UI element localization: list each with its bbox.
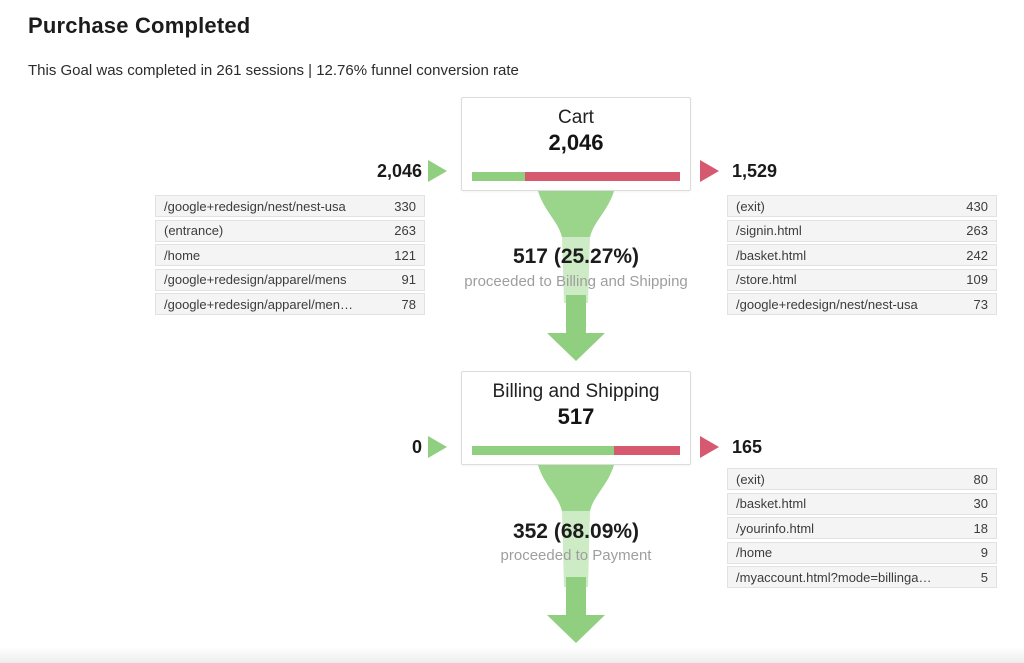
session-count: 242 bbox=[966, 247, 988, 263]
table-row: /myaccount.html?mode=billinga… 5 bbox=[727, 566, 997, 588]
exit-total: 165 bbox=[732, 437, 763, 457]
exit-destinations-table: (exit) 80/basket.html 30/yourinfo.html 18/h… bbox=[727, 468, 997, 591]
entrance-sources-table: /google+redesign/nest/nest-usa 330 (entran… bbox=[155, 195, 425, 318]
page-path: /google+redesign/apparel/men… bbox=[164, 296, 353, 312]
bar-continued-segment bbox=[472, 172, 525, 181]
session-count: 263 bbox=[394, 223, 416, 238]
inflow-total: 2,046 bbox=[376, 161, 422, 181]
bar-dropoff-segment bbox=[613, 446, 680, 455]
proceeded-caption: proceeded to Payment bbox=[500, 547, 652, 564]
session-count: 78 bbox=[401, 296, 416, 312]
session-count: 30 bbox=[973, 496, 988, 511]
exit-total: 1,529 bbox=[732, 161, 778, 181]
inflow-arrow-icon bbox=[428, 436, 447, 458]
proceeded-count: 352 (68.09%) bbox=[512, 520, 640, 543]
table-row: /google+redesign/nest/nest-usa 330 bbox=[155, 195, 425, 217]
step-name: Cart bbox=[558, 107, 594, 128]
bar-continued-segment bbox=[472, 446, 614, 455]
page-path: /myaccount.html?mode=billinga… bbox=[736, 569, 932, 585]
goal-summary: This Goal was completed in 261 sessions … bbox=[28, 62, 519, 79]
exit-destinations-table: (exit) 430/signin.html 263/basket.html 242/… bbox=[727, 195, 997, 318]
down-arrow-icon bbox=[547, 295, 605, 361]
table-row: (exit) 430 bbox=[727, 195, 997, 217]
session-count: 18 bbox=[973, 520, 988, 536]
page-path: /signin.html bbox=[736, 223, 802, 238]
page-path: /store.html bbox=[736, 272, 797, 287]
page-path: /google+redesign/apparel/mens bbox=[164, 272, 347, 287]
page-path: /yourinfo.html bbox=[736, 520, 815, 536]
session-count: 9 bbox=[980, 545, 988, 560]
step-session-count: 2,046 bbox=[548, 130, 604, 155]
table-row: /google+redesign/apparel/men… 78 bbox=[155, 293, 425, 315]
proceeded-count: 517 (25.27%) bbox=[512, 245, 640, 268]
table-row: /home 121 bbox=[155, 244, 425, 266]
session-count: 5 bbox=[980, 569, 988, 585]
table-row: /store.html 109 bbox=[727, 268, 997, 291]
inflow-total: 0 bbox=[411, 437, 422, 457]
page-path: (exit) bbox=[736, 471, 765, 487]
session-count: 430 bbox=[966, 198, 988, 214]
table-row: /home 9 bbox=[727, 541, 997, 564]
page-path: /basket.html bbox=[736, 247, 807, 263]
session-count: 73 bbox=[973, 296, 988, 312]
funnel-step-card-billing-and-shipping: Billing and Shipping 517 bbox=[461, 371, 691, 465]
table-row: /basket.html 242 bbox=[727, 244, 997, 266]
page-path: /home bbox=[736, 545, 773, 560]
session-count: 91 bbox=[401, 272, 416, 287]
inflow-arrow-icon bbox=[428, 160, 447, 182]
step-session-count: 517 bbox=[557, 404, 595, 429]
bar-dropoff-segment bbox=[524, 172, 680, 181]
page-title: Purchase Completed bbox=[28, 13, 251, 38]
page-path: /home bbox=[164, 247, 201, 263]
conversion-bar bbox=[472, 446, 680, 455]
conversion-bar bbox=[472, 172, 680, 181]
bottom-fade bbox=[0, 647, 1024, 663]
page-path: /google+redesign/nest/nest-usa bbox=[164, 198, 346, 214]
table-row: /google+redesign/nest/nest-usa 73 bbox=[727, 293, 997, 315]
page-path: /google+redesign/nest/nest-usa bbox=[736, 296, 918, 312]
session-count: 109 bbox=[966, 272, 988, 287]
proceeded-caption: proceeded to Billing and Shipping bbox=[464, 273, 688, 290]
down-arrow-icon bbox=[547, 577, 605, 643]
session-count: 263 bbox=[966, 223, 988, 238]
table-row: /google+redesign/apparel/mens 91 bbox=[155, 268, 425, 291]
page-path: /basket.html bbox=[736, 496, 807, 511]
table-row: (entrance) 263 bbox=[155, 219, 425, 242]
table-row: /signin.html 263 bbox=[727, 219, 997, 242]
session-count: 80 bbox=[973, 471, 988, 487]
funnel-flow-graphic bbox=[538, 465, 614, 643]
session-count: 121 bbox=[394, 247, 416, 263]
table-row: /basket.html 30 bbox=[727, 492, 997, 515]
exit-arrow-icon bbox=[700, 160, 719, 182]
page-path: (exit) bbox=[736, 198, 765, 214]
table-row: /yourinfo.html 18 bbox=[727, 517, 997, 539]
table-row: (exit) 80 bbox=[727, 468, 997, 490]
exit-arrow-icon bbox=[700, 436, 719, 458]
page-path: (entrance) bbox=[164, 223, 224, 238]
funnel-flow-graphic bbox=[538, 191, 614, 361]
funnel-step-card-cart: Cart 2,046 bbox=[461, 97, 691, 191]
session-count: 330 bbox=[394, 198, 416, 214]
step-name: Billing and Shipping bbox=[492, 381, 660, 402]
